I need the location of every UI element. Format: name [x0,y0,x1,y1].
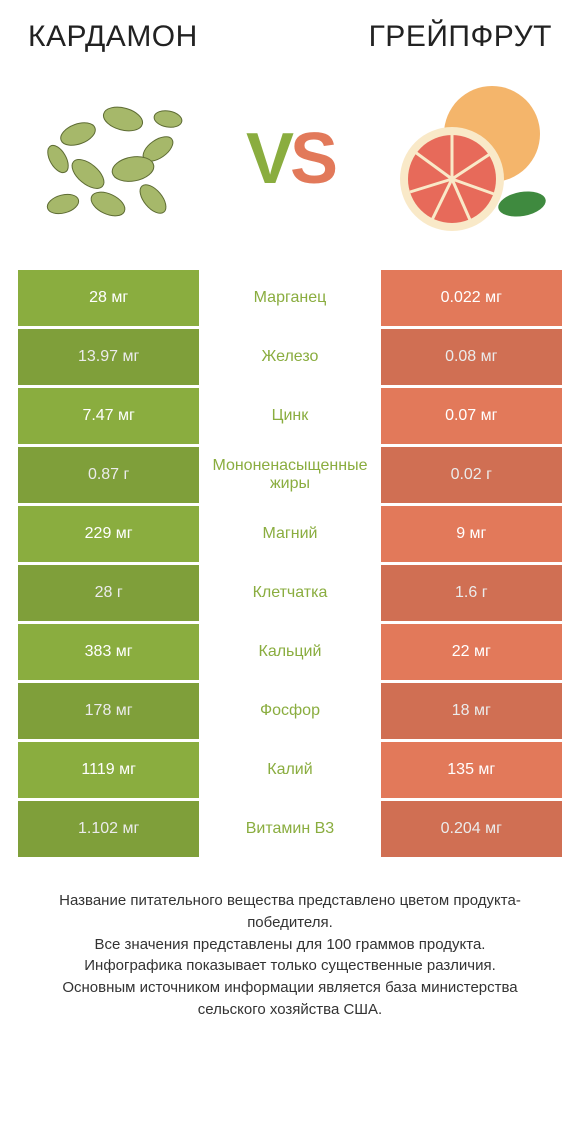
value-right: 0.08 мг [381,329,562,385]
nutrient-label: Магний [199,506,380,562]
nutrient-label: Марганец [199,270,380,326]
value-left: 13.97 мг [18,329,199,385]
value-left: 28 г [18,565,199,621]
nutrient-label: Калий [199,742,380,798]
grapefruit-image [382,74,552,244]
footer-text: Название питательного вещества представл… [18,860,562,1021]
table-row: 28 мгМарганец0.022 мг [18,270,562,326]
vs-s: S [290,118,334,200]
value-left: 178 мг [18,683,199,739]
table-row: 1.102 мгВитамин B30.204 мг [18,801,562,857]
cardamom-icon [28,74,198,244]
nutrient-label: Клетчатка [199,565,380,621]
value-left: 229 мг [18,506,199,562]
table-row: 28 гКлетчатка1.6 г [18,565,562,621]
nutrient-label: Мононенасыщенные жиры [199,447,380,503]
nutrient-table: 28 мгМарганец0.022 мг13.97 мгЖелезо0.08 … [18,270,562,860]
value-right: 22 мг [381,624,562,680]
value-right: 18 мг [381,683,562,739]
nutrient-label: Цинк [199,388,380,444]
nutrient-label: Витамин B3 [199,801,380,857]
vs-label: VS [246,118,334,200]
table-row: 383 мгКальций22 мг [18,624,562,680]
value-right: 0.07 мг [381,388,562,444]
value-right: 135 мг [381,742,562,798]
table-row: 178 мгФосфор18 мг [18,683,562,739]
value-right: 0.02 г [381,447,562,503]
cardamom-image [28,74,198,244]
table-row: 13.97 мгЖелезо0.08 мг [18,329,562,385]
table-row: 7.47 мгЦинк0.07 мг [18,388,562,444]
value-left: 1119 мг [18,742,199,798]
value-right: 1.6 г [381,565,562,621]
title-left: КАРДАМОН [28,20,198,54]
value-right: 0.204 мг [381,801,562,857]
title-right: ГРЕЙПФРУТ [369,20,552,54]
value-left: 7.47 мг [18,388,199,444]
value-left: 0.87 г [18,447,199,503]
vs-v: V [246,118,290,200]
grapefruit-icon [382,74,552,244]
value-left: 28 мг [18,270,199,326]
infographic-root: КАРДАМОН ГРЕЙПФРУТ VS [0,0,580,1144]
nutrient-label: Фосфор [199,683,380,739]
hero-row: VS [18,64,562,270]
table-row: 229 мгМагний9 мг [18,506,562,562]
nutrient-label: Кальций [199,624,380,680]
value-right: 9 мг [381,506,562,562]
nutrient-label: Железо [199,329,380,385]
value-left: 383 мг [18,624,199,680]
table-row: 1119 мгКалий135 мг [18,742,562,798]
value-left: 1.102 мг [18,801,199,857]
table-row: 0.87 гМононенасыщенные жиры0.02 г [18,447,562,503]
value-right: 0.022 мг [381,270,562,326]
title-row: КАРДАМОН ГРЕЙПФРУТ [18,20,562,64]
